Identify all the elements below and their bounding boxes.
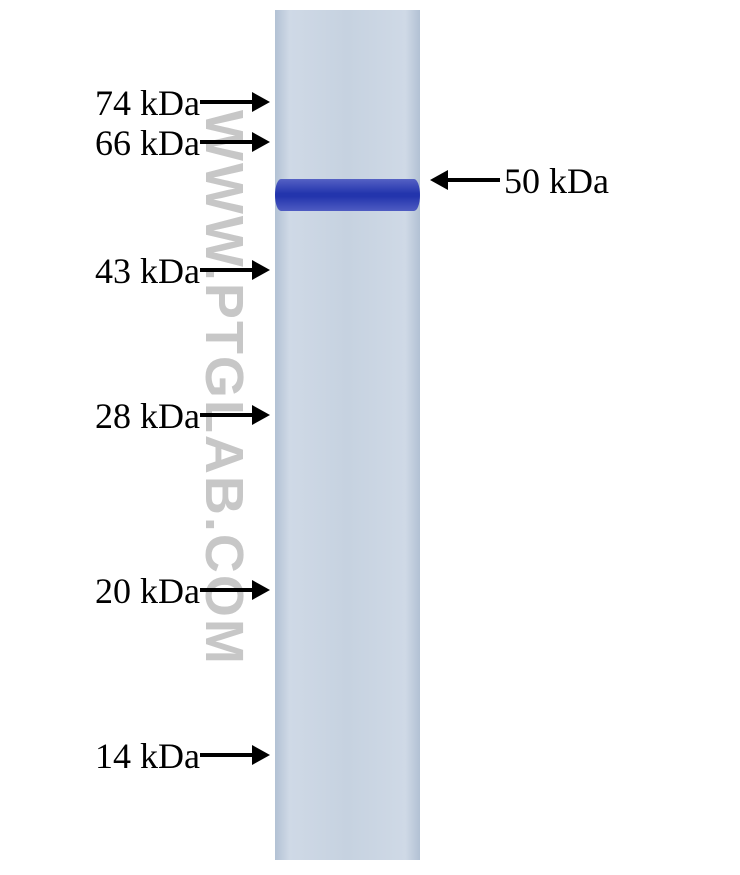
arrow-head-right-icon	[252, 745, 270, 765]
arrow-head-left-icon	[430, 170, 448, 190]
arrow-shaft	[200, 268, 254, 272]
arrow-shaft	[200, 100, 254, 104]
band-label-50kda: 50 kDa	[504, 160, 609, 202]
watermark-text: WWW.PTGLAB.COM	[193, 110, 255, 666]
arrow-head-right-icon	[252, 260, 270, 280]
arrow-shaft	[200, 753, 254, 757]
gel-figure-canvas: WWW.PTGLAB.COM 74 kDa66 kDa 43 kDa 28 kDa 2…	[0, 0, 740, 875]
marker-label: 14 kDa	[0, 735, 200, 777]
gel-lane-shading	[275, 10, 420, 860]
arrow-head-right-icon	[252, 92, 270, 112]
arrow-head-right-icon	[252, 580, 270, 600]
arrow-shaft	[446, 178, 500, 182]
marker-label: 43 kDa	[0, 250, 200, 292]
arrow-shaft	[200, 140, 254, 144]
marker-label: 66 kDa	[0, 122, 200, 164]
arrow-head-right-icon	[252, 405, 270, 425]
gel-lane	[275, 10, 420, 860]
protein-band-50kda	[275, 179, 420, 211]
arrow-shaft	[200, 588, 254, 592]
marker-label: 28 kDa	[0, 395, 200, 437]
marker-label: 20 kDa	[0, 570, 200, 612]
arrow-shaft	[200, 413, 254, 417]
arrow-head-right-icon	[252, 132, 270, 152]
marker-label: 74 kDa	[0, 82, 200, 124]
